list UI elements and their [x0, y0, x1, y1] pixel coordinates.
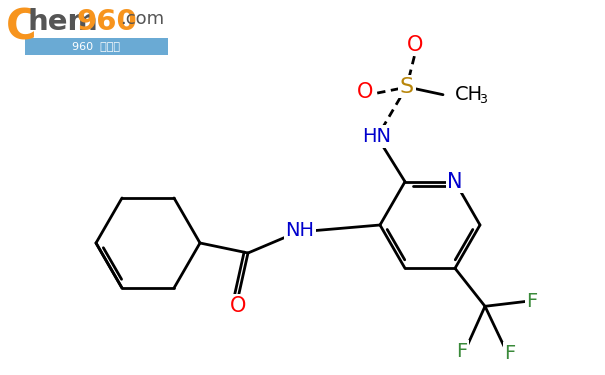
Text: O: O [357, 82, 373, 102]
Text: hem: hem [28, 8, 99, 36]
Text: N: N [447, 172, 463, 192]
Text: F: F [526, 292, 538, 311]
Text: O: O [407, 35, 423, 55]
Text: NH: NH [286, 222, 315, 240]
Text: 960: 960 [77, 8, 138, 36]
FancyBboxPatch shape [5, 5, 167, 55]
Text: F: F [456, 342, 468, 361]
Text: S: S [400, 77, 414, 97]
FancyBboxPatch shape [25, 38, 168, 55]
Text: F: F [505, 344, 515, 363]
Text: CH: CH [455, 85, 483, 104]
Text: O: O [230, 296, 246, 316]
Text: 960  化工网: 960 化工网 [72, 41, 120, 51]
Text: C: C [6, 7, 37, 49]
Text: 3: 3 [479, 93, 487, 106]
Text: .com: .com [120, 10, 164, 28]
Text: HN: HN [362, 127, 391, 146]
